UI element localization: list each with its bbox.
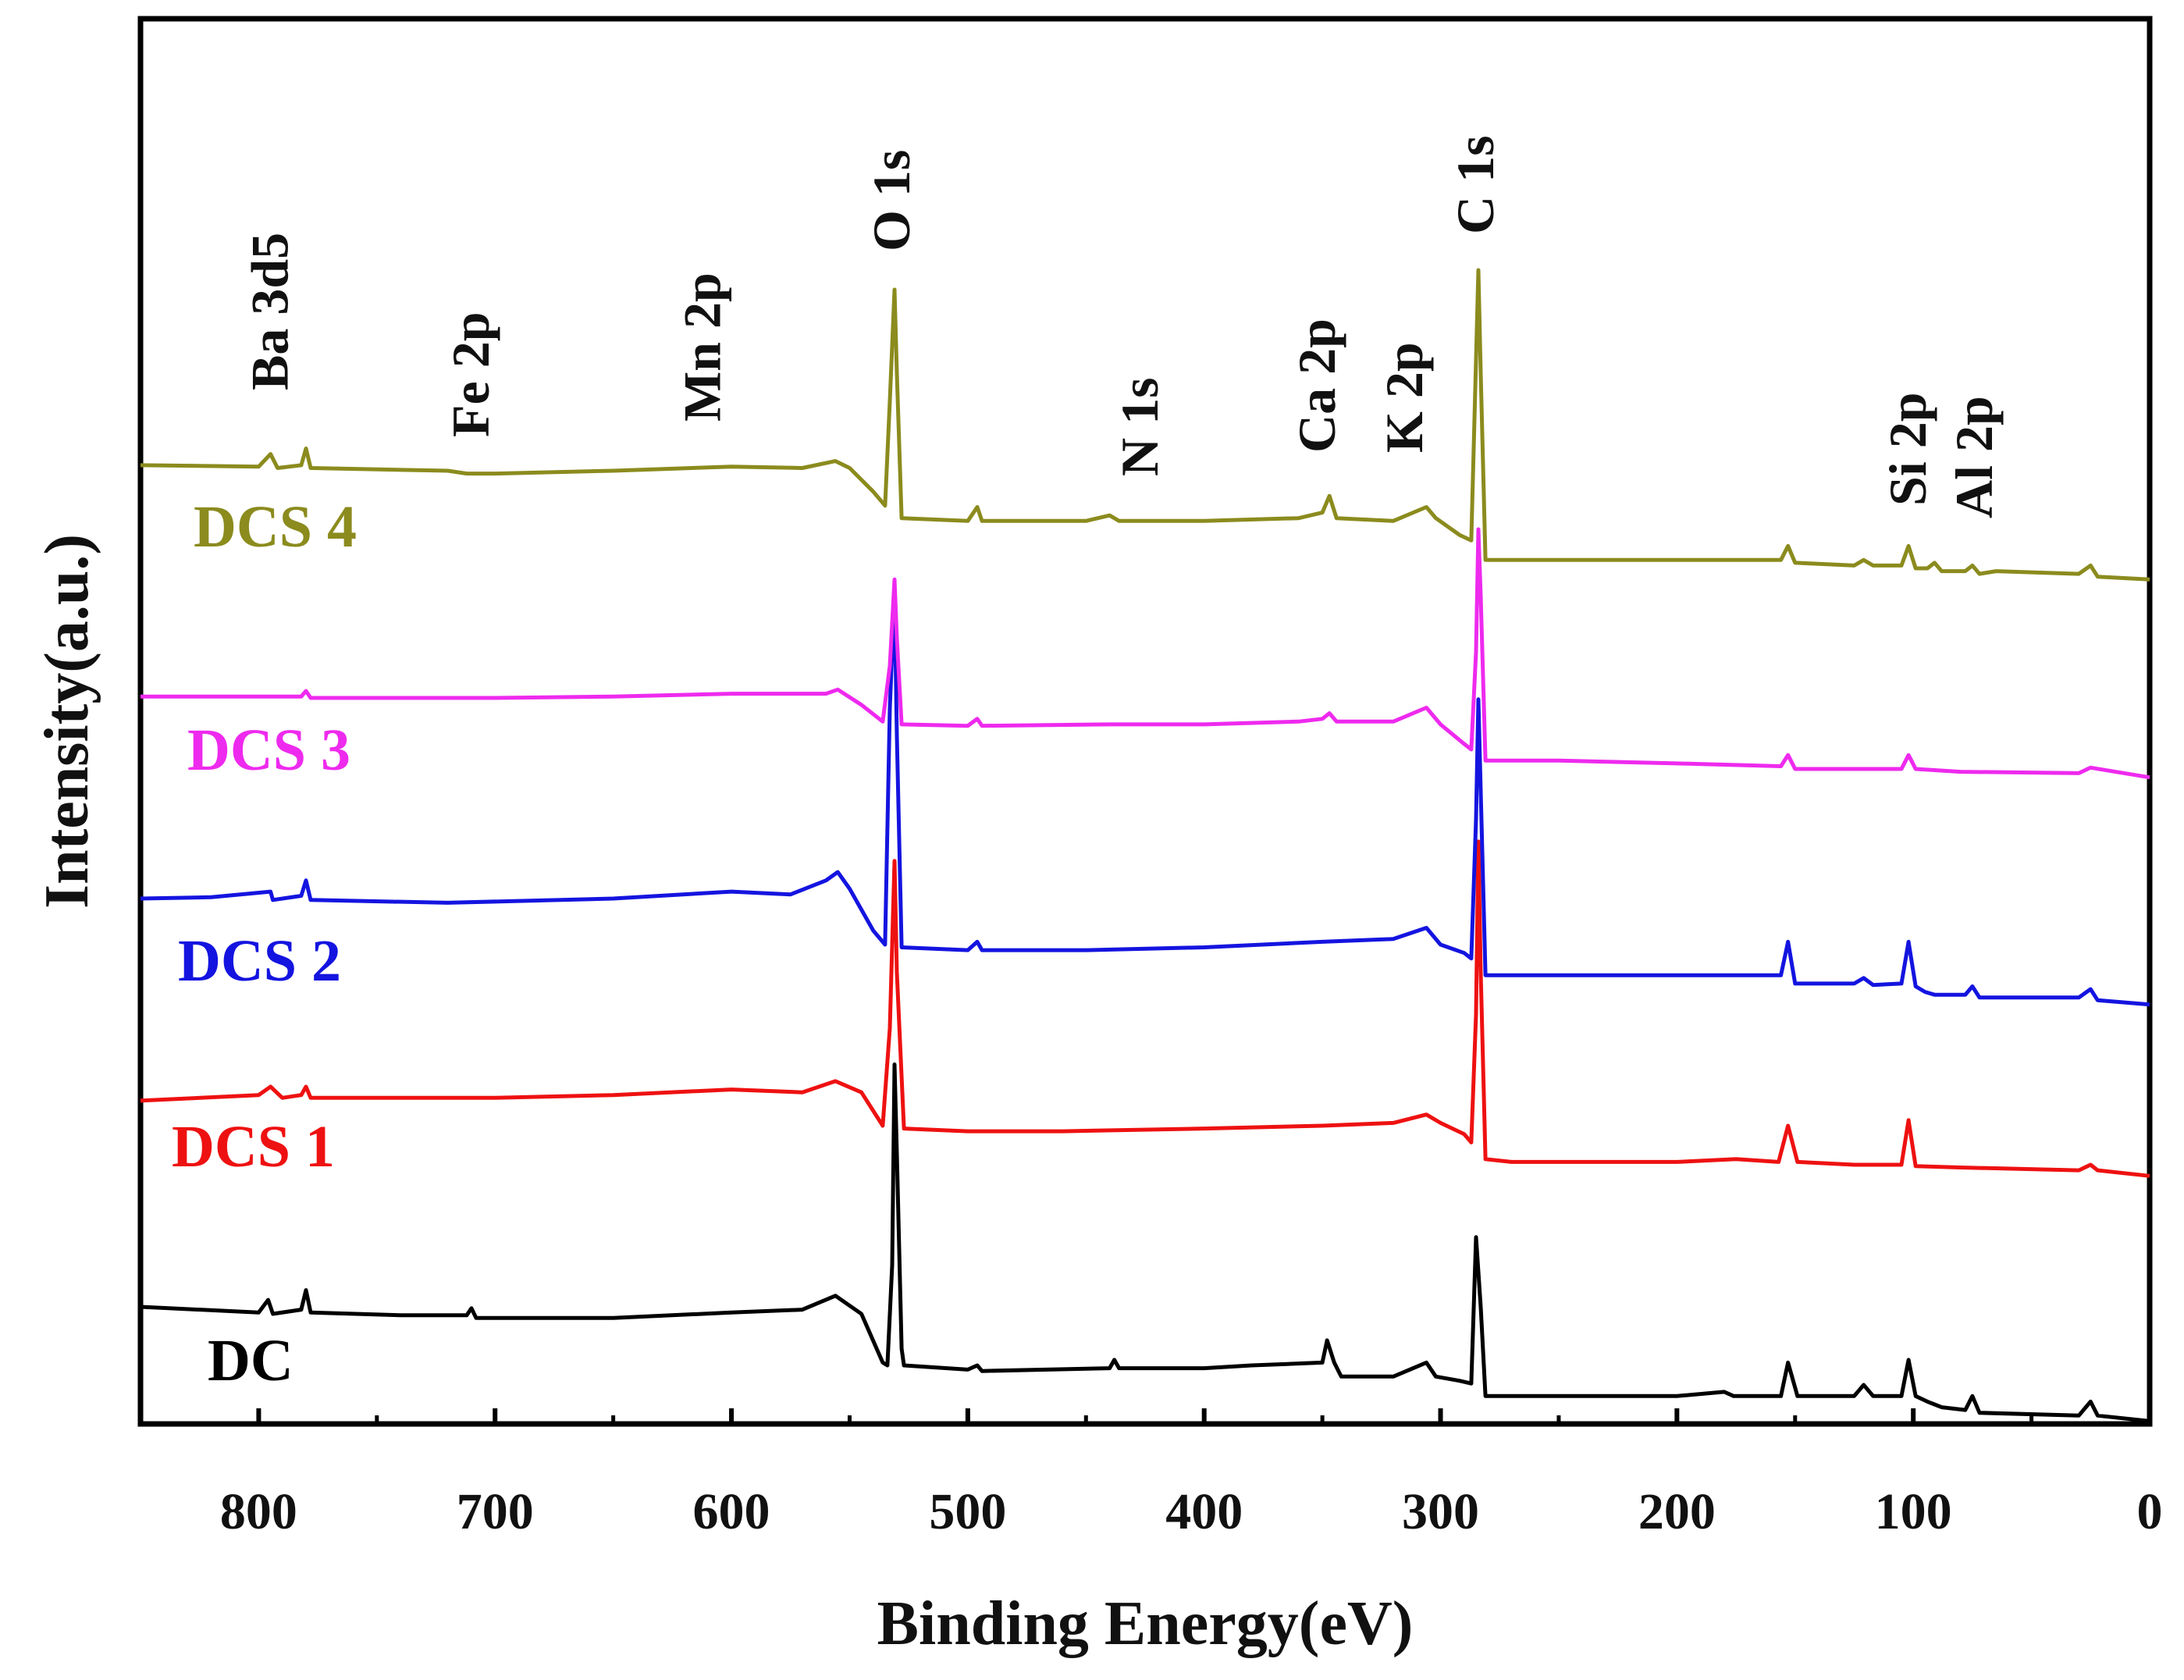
- series-line-0: [140, 1062, 2150, 1423]
- series-layer: [140, 268, 2150, 1423]
- series-label-0: DC: [208, 1328, 293, 1393]
- peak-label-2: Mn 2p: [673, 272, 732, 422]
- x-tick-label-7: 100: [1875, 1483, 1952, 1540]
- x-tick-label-2: 600: [693, 1483, 770, 1540]
- series-label-3: DCS 3: [187, 717, 350, 783]
- x-tick-label-1: 700: [457, 1483, 534, 1540]
- series-line-2: [140, 591, 2150, 1007]
- peak-label-1: Fe 2p: [441, 311, 500, 437]
- peak-label-3: O 1s: [862, 150, 921, 251]
- peak-label-6: K 2p: [1375, 342, 1434, 453]
- x-ticks: 800 700 600 500 400 300 200 100 0: [138, 1408, 2163, 1540]
- x-tick-label-8: 0: [2137, 1483, 2163, 1540]
- x-tick-label-3: 500: [929, 1483, 1006, 1540]
- plot-frame: [137, 16, 2153, 1427]
- x-axis-title: Binding Energy(eV): [877, 1589, 1414, 1658]
- x-tick-label-5: 300: [1402, 1483, 1479, 1540]
- series-label-1: DCS 1: [172, 1114, 335, 1180]
- peak-label-5: Ca 2p: [1287, 319, 1346, 453]
- peak-label-0: Ba 3d5: [240, 233, 300, 390]
- peak-labels: Ba 3d5 Fe 2p Mn 2p O 1s N 1s Ca 2p K 2p C 1s Si …: [240, 135, 2004, 518]
- peak-label-7: C 1s: [1446, 135, 1505, 234]
- series-label-4: DCS 4: [194, 494, 357, 560]
- peak-label-8: Si 2p: [1878, 392, 1937, 506]
- y-axis-title: Intensity(a.u.): [33, 534, 101, 909]
- x-tick-label-4: 400: [1165, 1483, 1243, 1540]
- x-tick-label-0: 800: [220, 1483, 297, 1540]
- peak-label-4: N 1s: [1110, 377, 1169, 476]
- series-labels: DC DCS 1 DCS 2 DCS 3 DCS 4: [172, 494, 357, 1393]
- peak-label-9: Al 2p: [1944, 396, 2004, 518]
- x-tick-label-6: 200: [1638, 1483, 1716, 1540]
- series-line-1: [140, 839, 2150, 1178]
- series-line-4: [140, 268, 2150, 582]
- series-label-2: DCS 2: [178, 928, 341, 994]
- series-line-3: [141, 527, 2150, 780]
